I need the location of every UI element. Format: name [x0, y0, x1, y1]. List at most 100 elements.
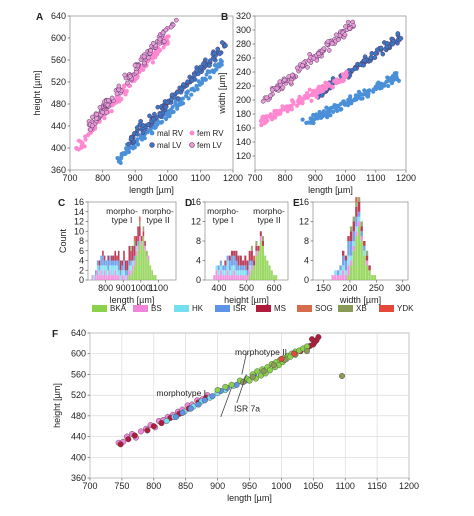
point-fem-lv	[141, 54, 147, 59]
point-fem-lv	[105, 102, 111, 108]
legend-label-bka: BKA	[110, 304, 127, 313]
bar-bs	[103, 270, 106, 281]
bar-hk	[357, 216, 361, 222]
panel-label-d: D	[185, 198, 192, 209]
point-fem-rv	[83, 134, 88, 139]
bar-ms	[363, 241, 366, 246]
y-tick-label: 0	[79, 275, 84, 285]
bar-hk	[128, 265, 131, 271]
y-tick-label: 240	[236, 67, 251, 77]
point-fem-rv	[318, 87, 323, 92]
point-fem-rv	[102, 116, 107, 121]
bar-isr	[349, 241, 353, 256]
point-fem-lv	[325, 39, 331, 45]
y-tick-label: 560	[71, 369, 86, 379]
bar-hk	[347, 255, 350, 266]
bar-isr	[336, 270, 340, 276]
legend-label-isr: ISR	[233, 304, 247, 313]
point-mal-lv	[217, 51, 223, 57]
x-tick-label: 900	[210, 481, 225, 491]
point-fem-rv	[323, 84, 328, 89]
bar-isr	[239, 265, 242, 271]
point-fem-rv	[273, 111, 278, 116]
point-fem-rv	[325, 81, 330, 86]
bar-xb	[360, 221, 363, 227]
bar-xb	[139, 221, 141, 227]
y-tick-label: 16	[191, 197, 201, 207]
bar-hk	[349, 255, 353, 261]
point-ms	[158, 420, 165, 427]
bar-bka	[349, 265, 353, 280]
point-mal-lv	[169, 92, 175, 98]
panel-label-c: C	[58, 198, 65, 209]
bar-isr	[109, 255, 111, 266]
bar-isr	[339, 265, 342, 271]
legend-swatch-ms	[256, 305, 271, 312]
bar-isr	[102, 255, 104, 266]
point-mal-lv	[145, 122, 151, 128]
point-mal-rv	[331, 109, 336, 114]
point-mal-lv	[128, 136, 134, 142]
bar-bs	[259, 236, 262, 241]
bar-bka	[253, 265, 256, 280]
bar-bka	[149, 265, 152, 280]
point-mal-rv	[202, 76, 207, 81]
y-tick-label: 180	[236, 109, 251, 119]
bar-bs	[114, 270, 116, 281]
bar-ms	[135, 236, 138, 246]
bar-bs	[349, 260, 353, 266]
bar-bka	[248, 275, 251, 280]
legend-swatch-ydk	[379, 305, 394, 312]
bar-hk	[344, 270, 348, 276]
y-tick-label: 360	[71, 473, 86, 483]
bar-ms	[231, 250, 233, 256]
point-mal-rv	[356, 89, 361, 94]
point-fem-rv	[155, 52, 160, 57]
bar-bka	[266, 260, 269, 280]
point-mal-lv	[207, 63, 212, 68]
y-tick-label: 16	[74, 197, 84, 207]
bar-isr	[130, 260, 132, 266]
point-xb	[303, 348, 310, 355]
bar-bs	[112, 275, 115, 280]
bar-ms	[250, 250, 253, 261]
y-tick-label: 220	[236, 81, 251, 91]
point-xb	[260, 368, 267, 375]
y-tick-label: 640	[71, 328, 86, 338]
bar-hk	[237, 270, 240, 276]
point-mal-rv	[392, 71, 397, 76]
bar-isr	[95, 270, 97, 276]
bar-bs	[237, 275, 240, 280]
point-mal-rv	[180, 96, 185, 101]
point-mal-lv	[374, 47, 380, 53]
bar-ms	[142, 231, 145, 237]
point-mal-rv	[119, 154, 124, 159]
point-mal-rv	[178, 102, 184, 107]
point-mal-rv	[118, 160, 123, 165]
bar-bs	[339, 275, 342, 280]
point-fem-rv	[277, 109, 282, 114]
y-tick-label: 12	[191, 217, 201, 227]
bar-hk	[130, 265, 132, 271]
y-tick-label: 640	[51, 11, 66, 21]
bar-bs	[334, 275, 337, 280]
annotation: morpho-type I	[207, 206, 239, 225]
point-mal-rv	[135, 137, 140, 142]
point-fem-lv	[94, 116, 99, 121]
bar-isr	[226, 255, 229, 261]
bar-bs	[135, 250, 138, 256]
point-ms	[309, 336, 316, 343]
x-tick-label: 400	[211, 283, 226, 293]
point-fem-lv	[173, 17, 179, 23]
bar-bka	[347, 275, 350, 280]
bar-hk	[119, 275, 122, 280]
bar-hk	[231, 265, 233, 276]
legend-label-ms: MS	[274, 304, 286, 313]
point-mal-lv	[175, 96, 181, 101]
point-fem-rv	[150, 56, 155, 61]
bars-d	[213, 231, 278, 281]
point-fem-lv	[90, 114, 95, 120]
point-fem-lv	[343, 24, 348, 29]
x-axis-label: width [µm]	[339, 295, 381, 305]
point-mal-lv	[157, 112, 163, 117]
